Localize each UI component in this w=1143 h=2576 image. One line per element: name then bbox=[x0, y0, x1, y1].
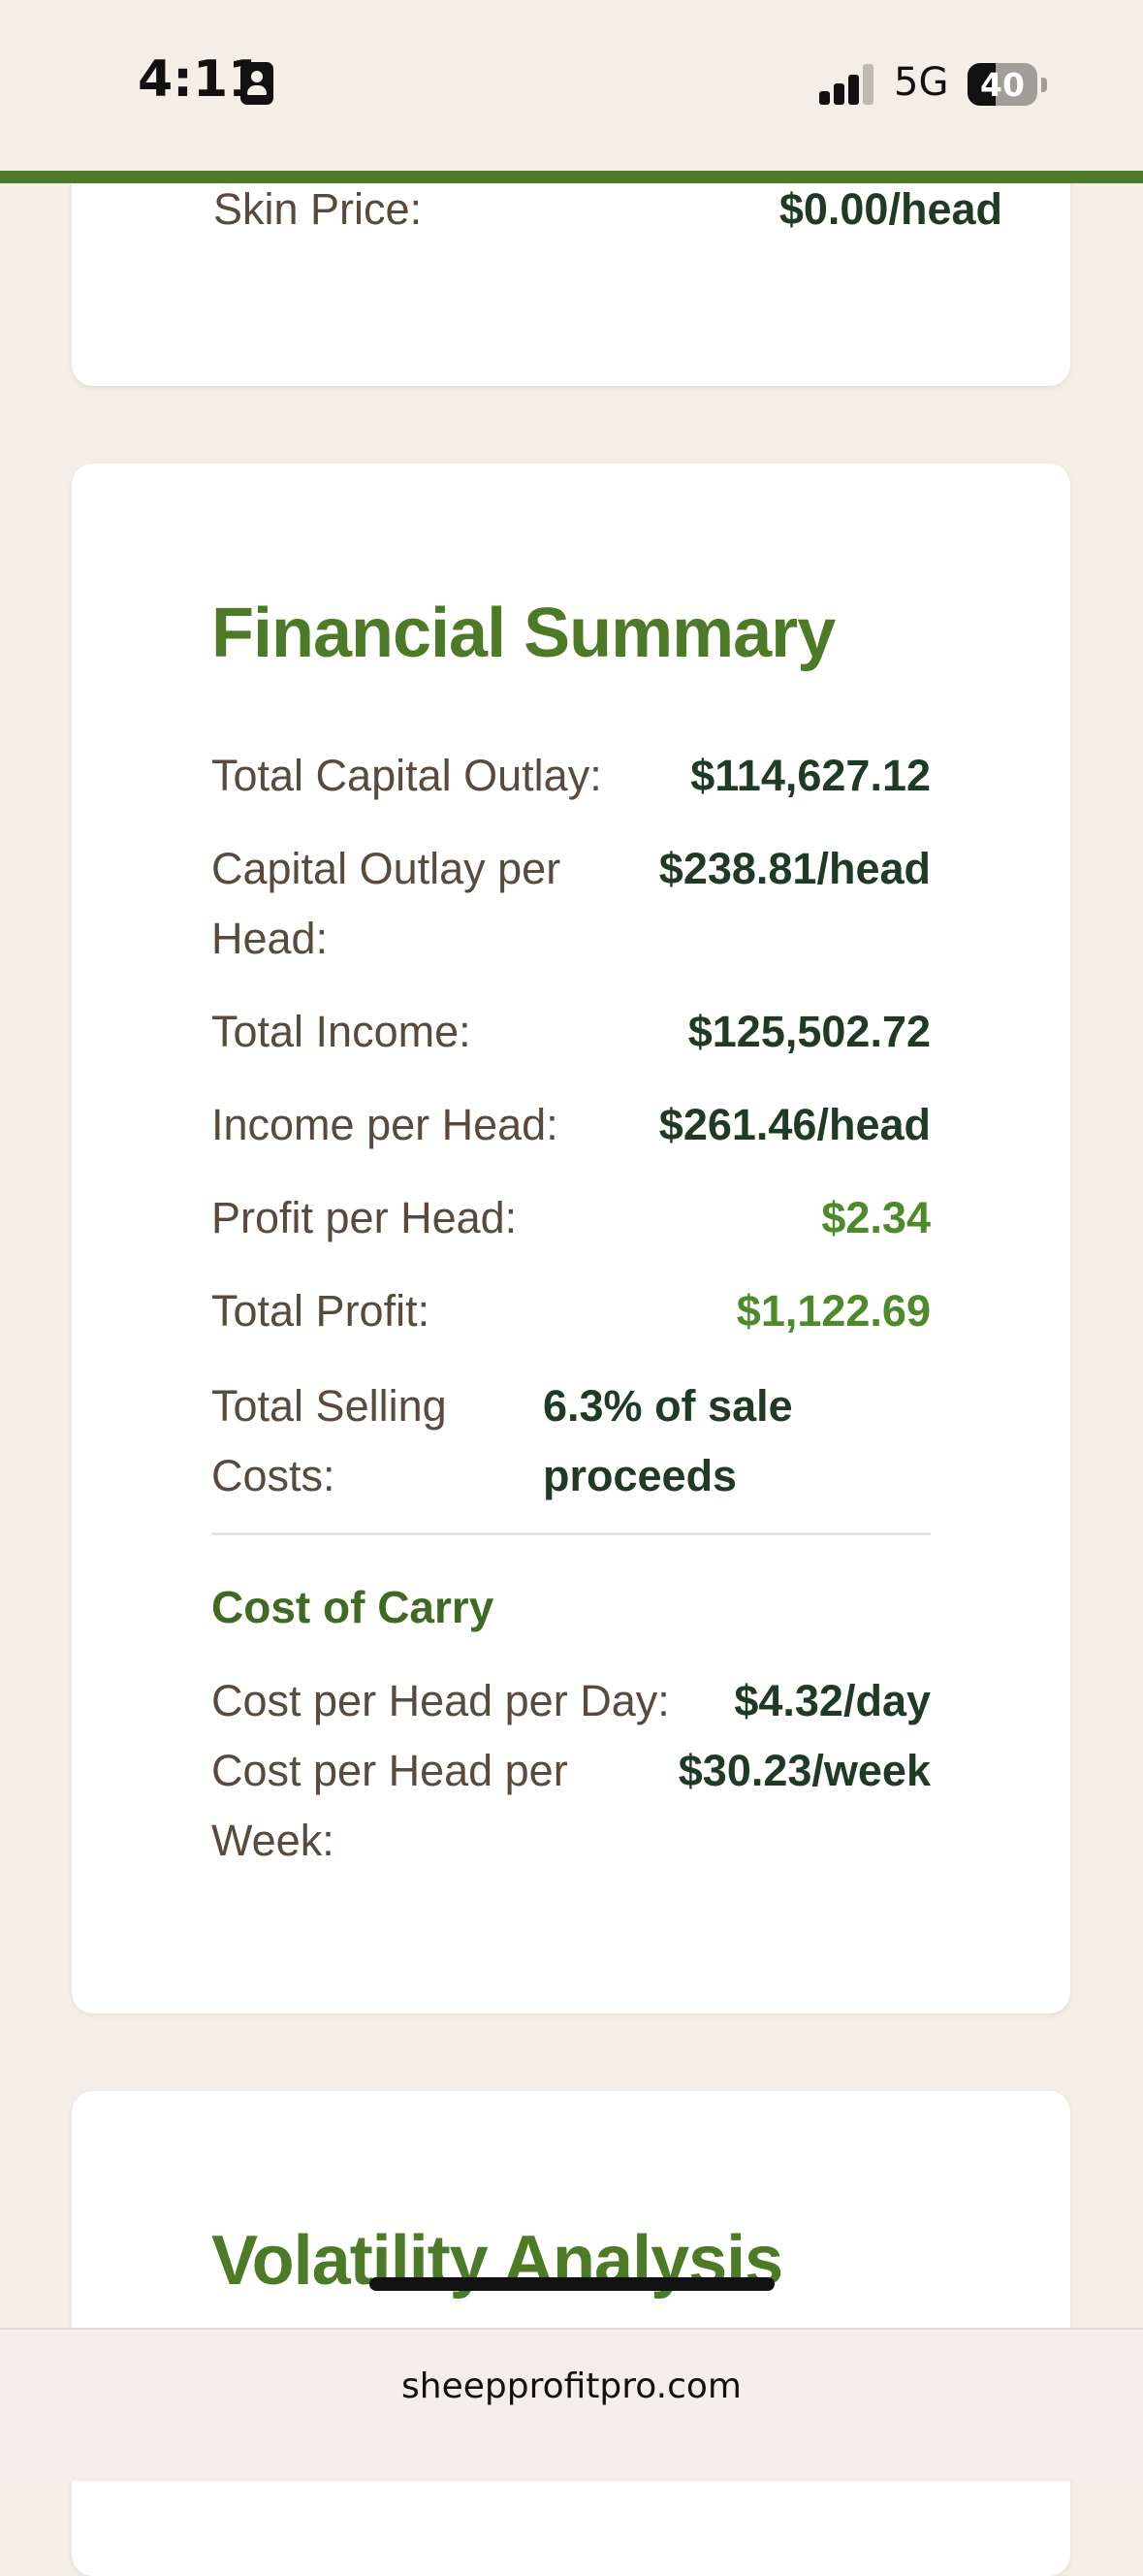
summary-row: Capital Outlay per Head: $238.81/head bbox=[211, 834, 931, 974]
summary-row-label: Total Profit: bbox=[211, 1286, 430, 1336]
url-text[interactable]: sheepprofitpro.com bbox=[401, 2367, 742, 2406]
carry-row-label: Cost per Head per Day: bbox=[211, 1676, 670, 1725]
summary-row-value: $114,627.12 bbox=[690, 751, 931, 800]
skin-price-value: $0.00/head bbox=[778, 184, 1002, 234]
summary-row-label: Income per Head: bbox=[211, 1100, 558, 1149]
summary-row-value: $125,502.72 bbox=[687, 1007, 931, 1056]
header-accent-line bbox=[0, 171, 1143, 183]
cost-of-carry-title: Cost of Carry bbox=[211, 1582, 494, 1632]
section-divider bbox=[211, 1532, 931, 1535]
summary-row: Profit per Head: $2.34 bbox=[211, 1183, 931, 1253]
summary-row-label: Capital Outlay per Head: bbox=[211, 844, 561, 963]
summary-row: Total Profit: $1,122.69 bbox=[211, 1276, 931, 1346]
network-type: 5G bbox=[894, 60, 949, 105]
financial-summary-title: Financial Summary bbox=[211, 595, 836, 672]
selling-costs-value: 6.3% of sale proceeds bbox=[543, 1381, 793, 1500]
summary-row: Total Capital Outlay: $114,627.12 bbox=[211, 741, 931, 811]
cellular-signal-icon bbox=[819, 60, 875, 105]
financial-summary-card bbox=[72, 464, 1070, 2013]
battery-percent: 40 bbox=[980, 66, 1025, 104]
summary-row: Total Income: $125,502.72 bbox=[211, 997, 931, 1067]
summary-row-value: $261.46/head bbox=[658, 1100, 931, 1149]
carry-row-value: $30.23/week bbox=[678, 1746, 931, 1795]
skin-price-label: Skin Price: bbox=[213, 184, 423, 234]
carry-row-value: $4.32/day bbox=[734, 1676, 931, 1725]
carry-row: Cost per Head per Day: $4.32/day bbox=[211, 1666, 931, 1736]
battery-tip-icon bbox=[1041, 78, 1047, 92]
carry-row-label: Cost per Head per Week: bbox=[211, 1746, 568, 1865]
selling-costs-label: Total Selling Costs: bbox=[211, 1381, 447, 1500]
browser-address-bar[interactable]: sheepprofitpro.com bbox=[0, 2328, 1143, 2481]
summary-row-value: $2.34 bbox=[821, 1193, 931, 1242]
home-indicator[interactable] bbox=[369, 2277, 775, 2291]
skin-price-row: Skin Price: $0.00/head bbox=[213, 175, 1002, 244]
summary-row-value: $238.81/head bbox=[658, 844, 931, 893]
summary-row-label: Total Capital Outlay: bbox=[211, 751, 602, 800]
status-bar: 4:11 5G 40 bbox=[0, 0, 1143, 171]
summary-row: Income per Head: $261.46/head bbox=[211, 1090, 931, 1160]
summary-row-label: Profit per Head: bbox=[211, 1193, 518, 1242]
summary-row-label: Total Income: bbox=[211, 1007, 471, 1056]
carry-row: Cost per Head per Week: $30.23/week bbox=[211, 1736, 931, 1876]
summary-row-value: $1,122.69 bbox=[736, 1286, 931, 1336]
contact-card-icon bbox=[240, 62, 273, 105]
battery-icon: 40 bbox=[968, 63, 1037, 106]
battery-level-fill bbox=[968, 63, 996, 106]
